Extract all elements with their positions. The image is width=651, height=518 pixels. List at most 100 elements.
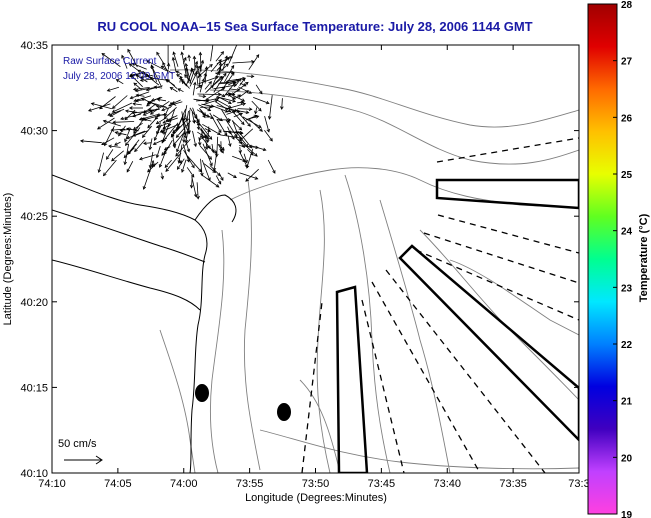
current-vector-head bbox=[110, 128, 115, 132]
current-vector-head bbox=[172, 142, 177, 147]
current-vector bbox=[232, 120, 238, 134]
current-vector-head bbox=[184, 62, 189, 67]
current-vector bbox=[135, 86, 157, 92]
current-vector bbox=[241, 141, 258, 157]
current-vector-head bbox=[269, 137, 273, 142]
current-vector-head bbox=[153, 137, 158, 141]
current-vector bbox=[168, 101, 183, 107]
current-vector bbox=[130, 71, 146, 76]
current-vector-head bbox=[155, 104, 160, 109]
current-vector-head bbox=[101, 53, 106, 57]
region-outline bbox=[335, 285, 369, 473]
current-vector-head bbox=[245, 81, 249, 86]
current-vector-head bbox=[219, 148, 223, 153]
current-vector-head bbox=[166, 79, 170, 83]
current-vector bbox=[183, 149, 195, 168]
current-vector bbox=[207, 126, 210, 143]
current-vector-head bbox=[128, 63, 133, 67]
current-vector bbox=[237, 139, 245, 148]
colorbar-tick-label: 19 bbox=[621, 510, 633, 518]
current-vector-head bbox=[167, 123, 172, 128]
sector-dashed-line bbox=[301, 301, 323, 473]
depth-contour bbox=[449, 259, 579, 336]
x-tick-label: 74:00 bbox=[170, 478, 198, 490]
current-vector bbox=[112, 95, 128, 109]
current-vector-head bbox=[232, 110, 237, 114]
current-vector bbox=[218, 82, 237, 85]
current-vector-head bbox=[217, 172, 221, 177]
sector-dashed-line bbox=[437, 214, 579, 254]
current-vector bbox=[175, 138, 191, 157]
current-vector-head bbox=[255, 145, 260, 150]
current-vector bbox=[185, 119, 190, 143]
current-vector-head bbox=[212, 169, 217, 174]
current-vector-head bbox=[266, 128, 270, 133]
current-vector bbox=[170, 102, 177, 106]
y-axis-ticks: 40:35 40:30 40:25 40:20 40:15 40:10 bbox=[20, 40, 579, 480]
current-vector-head bbox=[227, 130, 232, 135]
current-vector bbox=[198, 76, 219, 85]
current-vector-head bbox=[215, 184, 220, 188]
current-vector bbox=[168, 108, 176, 127]
current-vector bbox=[176, 70, 183, 75]
current-vector bbox=[203, 163, 216, 173]
current-vector-head bbox=[223, 72, 227, 77]
current-vector-head bbox=[196, 118, 200, 123]
current-vector-head bbox=[205, 136, 209, 140]
x-tick-label: 73:40 bbox=[433, 478, 461, 490]
current-vector bbox=[253, 97, 270, 104]
current-vector-head bbox=[220, 149, 224, 154]
current-vector-head bbox=[123, 154, 128, 159]
current-vector-head bbox=[254, 110, 258, 115]
current-vector bbox=[172, 57, 177, 73]
current-vector-head bbox=[206, 114, 210, 118]
current-vector bbox=[224, 65, 235, 83]
current-vector-head bbox=[132, 102, 137, 106]
current-vector bbox=[142, 125, 153, 138]
x-tick-label: 73:35 bbox=[499, 478, 527, 490]
current-vector bbox=[199, 145, 212, 160]
current-vector bbox=[247, 149, 254, 156]
current-vector bbox=[114, 141, 121, 146]
current-vector bbox=[216, 105, 240, 112]
current-vector bbox=[178, 157, 182, 164]
current-vector bbox=[140, 74, 153, 78]
current-vector-head bbox=[207, 107, 212, 112]
current-vector-head bbox=[161, 152, 165, 156]
y-tick-label: 40:15 bbox=[20, 382, 48, 394]
current-vector-head bbox=[131, 111, 136, 115]
current-vector-head bbox=[192, 120, 196, 124]
current-vector bbox=[189, 107, 200, 123]
current-vector bbox=[107, 86, 120, 92]
current-vector-head bbox=[238, 77, 242, 82]
current-vector-head bbox=[193, 193, 198, 198]
current-vector bbox=[202, 123, 221, 135]
current-vector-head bbox=[146, 101, 151, 105]
current-vector bbox=[227, 135, 231, 147]
current-vector bbox=[181, 52, 187, 76]
current-vector-head bbox=[204, 134, 208, 139]
current-vector bbox=[183, 105, 188, 121]
current-vector-head bbox=[149, 111, 154, 115]
current-vector-head bbox=[162, 131, 166, 136]
current-vector-head bbox=[156, 51, 160, 56]
current-vector-head bbox=[88, 108, 92, 112]
current-vector-head bbox=[133, 130, 137, 134]
current-vector bbox=[211, 143, 214, 153]
current-vector bbox=[172, 136, 176, 148]
current-vector-head bbox=[230, 70, 235, 75]
current-vector-head bbox=[132, 87, 137, 91]
current-vector-head bbox=[197, 65, 201, 70]
current-vector-head bbox=[228, 105, 232, 109]
current-vector bbox=[135, 99, 146, 102]
sector-dashed-line bbox=[371, 281, 481, 473]
current-vector-head bbox=[148, 164, 153, 169]
current-vector bbox=[147, 96, 161, 105]
current-vector-head bbox=[180, 51, 184, 56]
current-vector bbox=[245, 168, 259, 182]
current-vector bbox=[223, 81, 236, 97]
sector-dashed-line bbox=[361, 299, 405, 473]
current-vector-head bbox=[183, 131, 188, 136]
colorbar-tick-label: 25 bbox=[621, 170, 633, 181]
current-vector-head bbox=[160, 65, 165, 70]
